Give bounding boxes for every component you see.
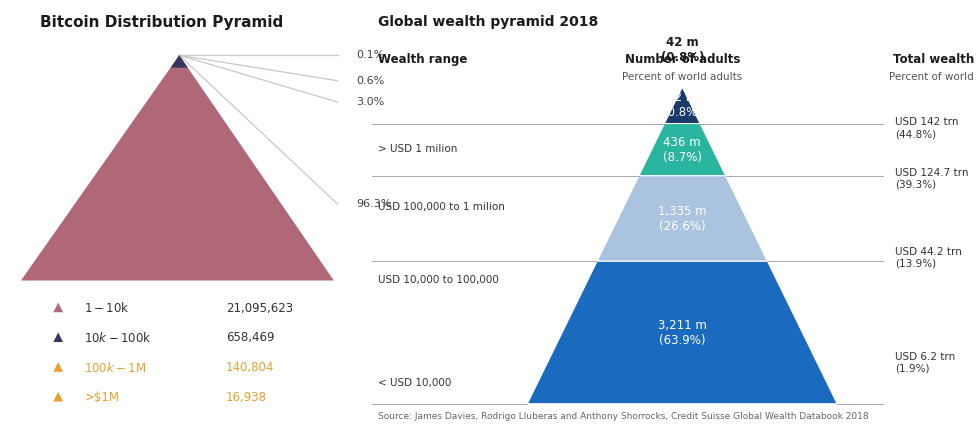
Text: >$1M: >$1M <box>84 391 120 404</box>
Text: Bitcoin Distribution Pyramid: Bitcoin Distribution Pyramid <box>39 15 283 30</box>
Polygon shape <box>527 261 837 404</box>
Polygon shape <box>171 55 188 68</box>
Text: 96.3%: 96.3% <box>356 199 391 209</box>
Polygon shape <box>53 362 63 372</box>
Text: Source: James Davies, Rodrigo Lluberas and Anthony Shorrocks, Credit Suisse Glob: Source: James Davies, Rodrigo Lluberas a… <box>378 412 869 421</box>
Text: 3.0%: 3.0% <box>356 97 384 107</box>
Text: 3,211 m
(63.9%): 3,211 m (63.9%) <box>658 318 707 346</box>
Text: 436 m
(8.7%): 436 m (8.7%) <box>662 136 702 164</box>
Text: 21,095,623: 21,095,623 <box>225 302 293 314</box>
Polygon shape <box>53 332 63 342</box>
Text: > USD 1 milion: > USD 1 milion <box>378 144 458 154</box>
Text: 1,335 m
(26.6%): 1,335 m (26.6%) <box>658 204 707 232</box>
Text: $10k - $100k: $10k - $100k <box>84 331 152 345</box>
Polygon shape <box>21 55 334 280</box>
Text: 140,804: 140,804 <box>225 361 274 374</box>
Text: Global wealth pyramid 2018: Global wealth pyramid 2018 <box>378 15 599 29</box>
Text: USD 44.2 trn
(13.9%): USD 44.2 trn (13.9%) <box>895 247 961 269</box>
Text: 0.1%: 0.1% <box>356 50 384 60</box>
Text: Number of adults: Number of adults <box>624 53 740 66</box>
Text: 0.6%: 0.6% <box>356 76 384 86</box>
Text: USD 10,000 to 100,000: USD 10,000 to 100,000 <box>378 275 500 285</box>
Text: 42 m
(0.8%): 42 m (0.8%) <box>662 91 702 119</box>
Text: $100k - $1M: $100k - $1M <box>84 361 146 374</box>
Polygon shape <box>53 392 63 402</box>
Text: USD 6.2 trn
(1.9%): USD 6.2 trn (1.9%) <box>895 352 956 374</box>
Text: 658,469: 658,469 <box>225 332 274 344</box>
Text: < USD 10,000: < USD 10,000 <box>378 378 452 388</box>
Polygon shape <box>664 87 700 124</box>
Text: USD 124.7 trn
(39.3%): USD 124.7 trn (39.3%) <box>895 168 968 190</box>
Text: USD 100,000 to 1 milion: USD 100,000 to 1 milion <box>378 202 506 212</box>
Text: USD 142 trn
(44.8%): USD 142 trn (44.8%) <box>895 117 958 139</box>
Text: $1 - $10k: $1 - $10k <box>84 301 130 315</box>
Text: Wealth range: Wealth range <box>378 53 467 66</box>
Text: Total wealth: Total wealth <box>893 53 974 66</box>
Text: Percent of world adults: Percent of world adults <box>622 72 743 82</box>
Text: Percent of world: Percent of world <box>889 72 974 82</box>
Polygon shape <box>597 176 767 261</box>
Polygon shape <box>639 124 725 176</box>
Text: 42 m
(0.8%): 42 m (0.8%) <box>661 36 704 64</box>
Text: 16,938: 16,938 <box>225 391 267 404</box>
Polygon shape <box>53 303 63 312</box>
